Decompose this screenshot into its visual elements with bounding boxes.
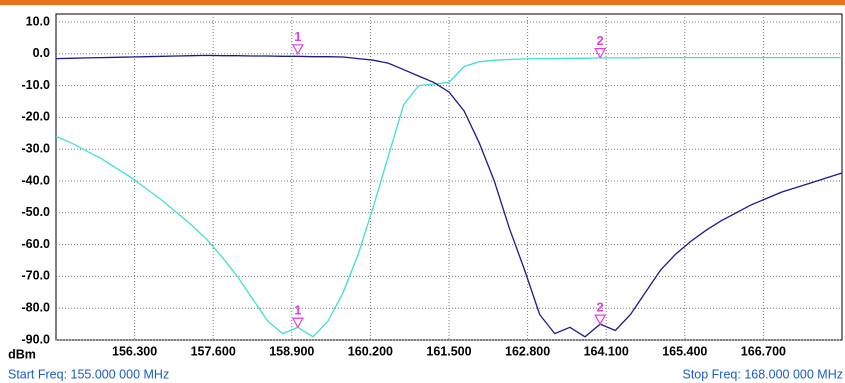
start-freq: Start Freq: 155.000 000 MHz	[8, 367, 169, 381]
y-tick-label: -80.0	[22, 300, 51, 314]
y-tick-label: -90.0	[22, 332, 51, 346]
x-tick-label: 157.600	[191, 344, 236, 358]
marker	[291, 44, 304, 56]
y-tick-label: -20.0	[22, 110, 51, 124]
y-tick-label: -70.0	[22, 269, 51, 283]
y-tick-label: 10.0	[26, 14, 50, 28]
marker-label: 2	[597, 300, 604, 315]
stop-freq: Stop Freq: 168.000 000 MHz	[682, 367, 843, 381]
marker-label: 1	[294, 29, 301, 44]
marker	[291, 317, 304, 329]
x-tick-label: 161.500	[426, 344, 471, 358]
y-tick-label: -30.0	[22, 141, 51, 155]
trace	[55, 54, 843, 338]
x-tick-label: 166.700	[741, 344, 786, 358]
x-tick-label: 162.800	[505, 344, 550, 358]
marker	[594, 314, 607, 326]
y-tick-label: -40.0	[22, 173, 51, 187]
trace	[55, 56, 842, 338]
y-tick-label: -10.0	[22, 78, 51, 92]
x-tick-label: 164.100	[584, 344, 629, 358]
marker-label: 2	[597, 33, 604, 48]
top-bar	[0, 0, 845, 5]
marker	[594, 48, 607, 59]
y-tick-label: 0.0	[33, 46, 50, 60]
y-unit: dBm	[8, 347, 36, 361]
x-tick-label: 165.400	[662, 344, 707, 358]
y-tick-label: -50.0	[22, 205, 51, 219]
x-tick-label: 160.200	[348, 344, 393, 358]
y-tick-label: -60.0	[22, 237, 51, 251]
marker-label: 1	[294, 303, 301, 318]
x-tick-label: 156.300	[112, 344, 157, 358]
x-tick-label: 158.900	[269, 344, 314, 358]
